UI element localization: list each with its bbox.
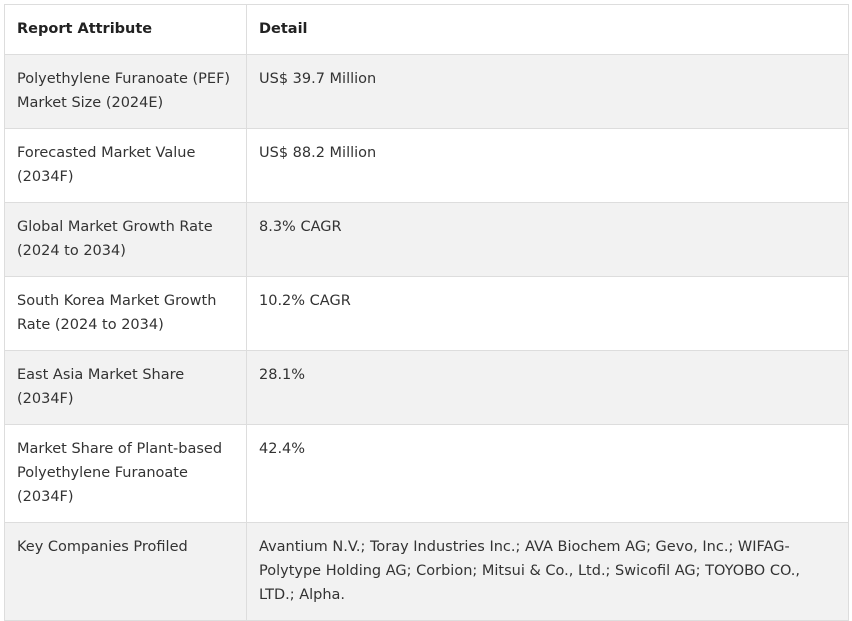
- attribute-cell: Key Companies Profiled: [4, 522, 247, 621]
- detail-cell: 10.2% CAGR: [246, 276, 849, 351]
- table-row: East Asia Market Share (2034F) 28.1%: [4, 350, 849, 425]
- attribute-cell: South Korea Market Growth Rate (2024 to …: [4, 276, 247, 351]
- attribute-cell: Market Share of Plant-based Polyethylene…: [4, 424, 247, 523]
- detail-cell: US$ 39.7 Million: [246, 54, 849, 129]
- table-row: Forecasted Market Value (2034F) US$ 88.2…: [4, 128, 849, 203]
- attribute-cell: Polyethylene Furanoate (PEF) Market Size…: [4, 54, 247, 129]
- table-header-row: Report Attribute Detail: [4, 4, 849, 55]
- header-detail: Detail: [246, 4, 849, 55]
- detail-cell: 28.1%: [246, 350, 849, 425]
- detail-cell: 42.4%: [246, 424, 849, 523]
- table-row: Polyethylene Furanoate (PEF) Market Size…: [4, 54, 849, 129]
- attribute-cell: Forecasted Market Value (2034F): [4, 128, 247, 203]
- table-row: Market Share of Plant-based Polyethylene…: [4, 424, 849, 523]
- header-report-attribute: Report Attribute: [4, 4, 247, 55]
- report-attribute-table: Report Attribute Detail Polyethylene Fur…: [4, 4, 849, 621]
- detail-cell: US$ 88.2 Million: [246, 128, 849, 203]
- table-row: Key Companies Profiled Avantium N.V.; To…: [4, 522, 849, 621]
- attribute-cell: East Asia Market Share (2034F): [4, 350, 247, 425]
- detail-cell: Avantium N.V.; Toray Industries Inc.; AV…: [246, 522, 849, 621]
- attribute-cell: Global Market Growth Rate (2024 to 2034): [4, 202, 247, 277]
- table-row: South Korea Market Growth Rate (2024 to …: [4, 276, 849, 351]
- table-row: Global Market Growth Rate (2024 to 2034)…: [4, 202, 849, 277]
- detail-cell: 8.3% CAGR: [246, 202, 849, 277]
